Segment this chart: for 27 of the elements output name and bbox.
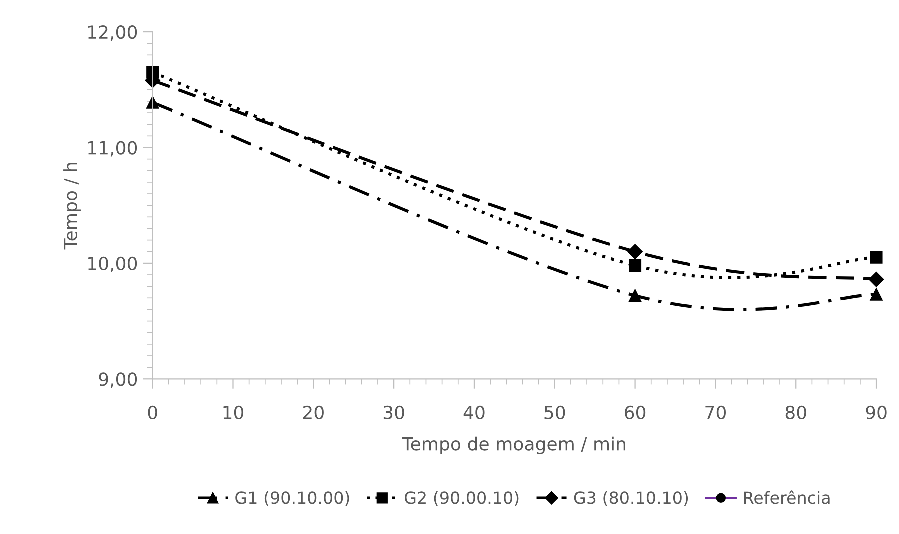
point (146, 96, 160, 109)
y-tick-label: 10,00 (88, 256, 138, 272)
x-tick-label: 70 (706, 406, 726, 420)
legend-label: G1 (90.10.00) (236, 491, 350, 506)
legend-label: G2 (90.00.10) (405, 491, 519, 506)
point (870, 288, 883, 301)
legend-label: Referência (744, 490, 830, 504)
y-tick-label: 11,00 (88, 141, 138, 157)
point (629, 290, 642, 302)
x-tick-label: 80 (786, 406, 806, 420)
x-tick-label: 60 (625, 406, 646, 420)
x-tick-label: 50 (544, 406, 566, 420)
y-tick-label: 9,00 (99, 372, 138, 388)
point (870, 251, 883, 264)
x-tick-label: 90 (866, 406, 887, 420)
x-tick-label: 0 (148, 406, 158, 420)
x-tick-label: 30 (384, 406, 404, 420)
y-tick-label: 12,00 (88, 26, 138, 41)
point (868, 272, 884, 288)
point (628, 244, 643, 260)
x-tick-label: 40 (464, 406, 485, 420)
x-tick-label: 20 (303, 406, 324, 420)
y-axis-title: Tempo / h (64, 163, 81, 250)
point (629, 260, 642, 272)
legend-label: G3 (80.10.10) (574, 491, 688, 506)
x-axis-title: Tempo de moagem / min (402, 436, 626, 454)
x-tick-label: 10 (224, 406, 244, 420)
